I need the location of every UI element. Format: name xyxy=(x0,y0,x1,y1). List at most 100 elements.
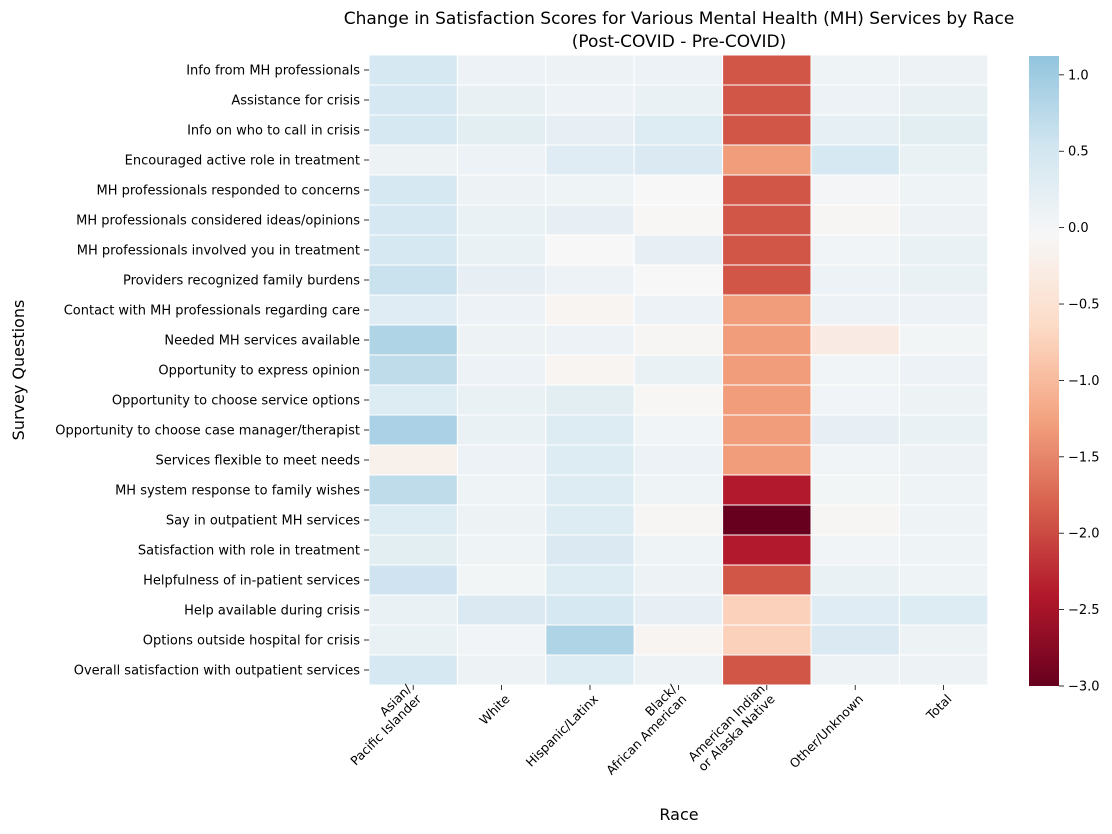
heatmap-cell xyxy=(368,504,458,536)
heatmap-cell xyxy=(898,234,989,266)
heatmap-cell xyxy=(368,204,458,236)
heatmap-cell xyxy=(722,114,812,146)
heatmap-cell xyxy=(898,204,989,236)
heatmap-cell xyxy=(456,114,547,146)
heatmap-cell xyxy=(810,204,900,236)
heatmap-cell xyxy=(722,444,812,476)
heatmap-cell xyxy=(722,384,812,416)
row-label: Assistance for crisis xyxy=(231,94,360,109)
heatmap-cell xyxy=(545,174,635,206)
heatmap-cell xyxy=(456,204,547,236)
heatmap-cell xyxy=(810,324,900,356)
heatmap-cell xyxy=(368,114,458,146)
heatmap-cell xyxy=(722,414,812,446)
colorbar-tick-label: 0.5 xyxy=(1068,145,1089,160)
heatmap-cell xyxy=(456,474,547,506)
heatmap-cells xyxy=(368,54,989,686)
heatmap-cell xyxy=(633,564,724,596)
heatmap-cell xyxy=(898,264,989,296)
column-label: Total xyxy=(923,691,955,723)
heatmap-cell xyxy=(898,444,989,476)
heatmap-cell xyxy=(368,384,458,416)
heatmap-cell xyxy=(368,234,458,266)
heatmap-cell xyxy=(898,324,989,356)
heatmap-cell xyxy=(545,534,635,566)
heatmap-cell xyxy=(633,204,724,236)
heatmap-cell xyxy=(633,354,724,386)
row-label: MH system response to family wishes xyxy=(115,484,360,499)
row-label: Contact with MH professionals regarding … xyxy=(64,304,360,319)
heatmap-cell xyxy=(368,324,458,356)
colorbar-tick-label: −1.5 xyxy=(1068,450,1100,465)
heatmap-cell xyxy=(545,54,635,86)
heatmap-cell xyxy=(545,504,635,536)
heatmap-cell xyxy=(810,234,900,266)
heatmap-cell xyxy=(722,174,812,206)
row-label: Help available during crisis xyxy=(184,604,360,619)
row-label: Opportunity to choose case manager/thera… xyxy=(55,424,360,439)
heatmap-cell xyxy=(810,594,900,626)
column-label: Black/African American xyxy=(593,681,690,778)
heatmap-cell xyxy=(810,444,900,476)
heatmap-cell xyxy=(456,564,547,596)
row-label: Services flexible to meet needs xyxy=(155,454,360,469)
row-label: MH professionals responded to concerns xyxy=(96,184,360,199)
heatmap-cell xyxy=(898,84,989,116)
heatmap-cell xyxy=(810,384,900,416)
heatmap-cell xyxy=(810,174,900,206)
heatmap-cell xyxy=(545,354,635,386)
heatmap-cell xyxy=(633,84,724,116)
heatmap-cell xyxy=(722,294,812,326)
heatmap-cell xyxy=(810,144,900,176)
heatmap-cell xyxy=(633,594,724,626)
heatmap-cell xyxy=(722,204,812,236)
heatmap-cell xyxy=(368,414,458,446)
heatmap-cell xyxy=(456,444,547,476)
column-label: Hispanic/Latinx xyxy=(523,691,601,769)
heatmap-cell xyxy=(722,474,812,506)
heatmap-cell xyxy=(898,564,989,596)
colorbar-tick-label: −0.5 xyxy=(1068,298,1100,313)
colorbar-tick-label: 0.0 xyxy=(1068,221,1089,236)
heatmap-cell xyxy=(368,354,458,386)
heatmap-cell xyxy=(456,174,547,206)
heatmap-cell xyxy=(722,564,812,596)
row-label: MH professionals involved you in treatme… xyxy=(77,244,360,259)
column-label: American Indianor Alaska Native xyxy=(685,681,778,774)
heatmap-cell xyxy=(545,144,635,176)
heatmap-cell xyxy=(633,444,724,476)
row-labels: Info from MH professionals Assistance for… xyxy=(55,64,369,679)
heatmap-cell xyxy=(810,84,900,116)
x-axis-label: Race xyxy=(659,805,698,824)
heatmap-cell xyxy=(368,624,458,656)
heatmap-cell xyxy=(545,414,635,446)
heatmap-cell xyxy=(545,474,635,506)
row-label: Overall satisfaction with outpatient ser… xyxy=(74,664,361,679)
heatmap-cell xyxy=(545,84,635,116)
heatmap-cell xyxy=(722,54,812,86)
heatmap-cell xyxy=(898,594,989,626)
heatmap-cell xyxy=(545,324,635,356)
row-label: Needed MH services available xyxy=(164,334,360,349)
heatmap-cell xyxy=(545,234,635,266)
heatmap-cell xyxy=(545,114,635,146)
heatmap-cell xyxy=(368,654,458,686)
heatmap-cell xyxy=(545,384,635,416)
heatmap-cell xyxy=(810,114,900,146)
row-label: Opportunity to choose service options xyxy=(112,394,360,409)
heatmap-cell xyxy=(722,144,812,176)
heatmap-cell xyxy=(456,534,547,566)
row-label: Options outside hospital for crisis xyxy=(143,634,360,649)
row-label: Opportunity to express opinion xyxy=(158,364,360,379)
heatmap-cell xyxy=(633,324,724,356)
heatmap-cell xyxy=(633,624,724,656)
heatmap-cell xyxy=(810,264,900,296)
heatmap-cell xyxy=(368,174,458,206)
heatmap-cell xyxy=(456,144,547,176)
heatmap-cell xyxy=(633,54,724,86)
heatmap-cell xyxy=(633,534,724,566)
colorbar-ticks: 1.0 0.5 0.0 −0.5 −1.0 −1.5 −2.0 −2.5 −3.0 xyxy=(1059,68,1100,695)
row-label: Info on who to call in crisis xyxy=(187,124,360,139)
